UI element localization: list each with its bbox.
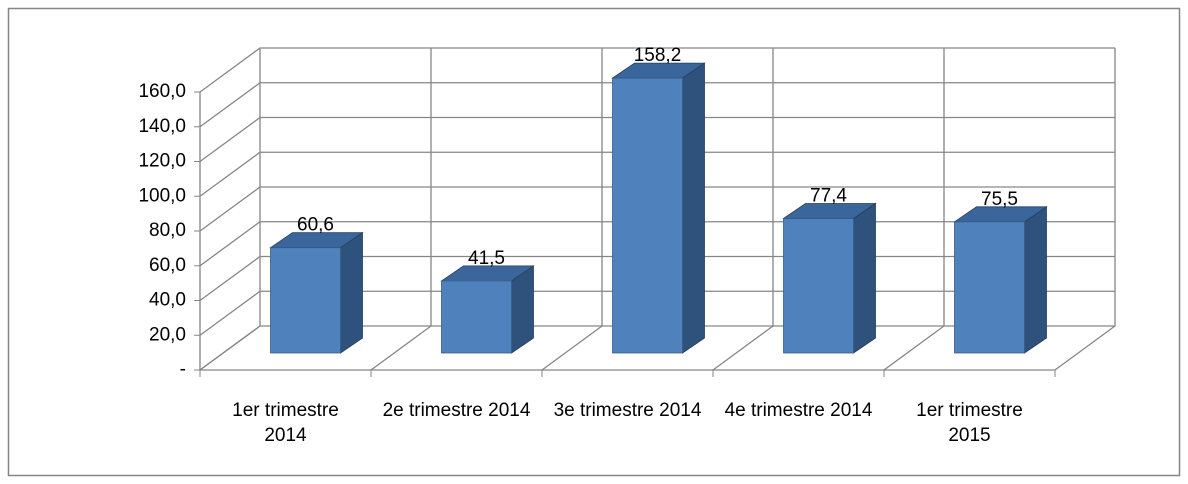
floor-line xyxy=(370,325,432,371)
x-tick-label: 2e trimestre 2014 xyxy=(382,400,531,421)
bar xyxy=(783,218,854,354)
value-label: 158,2 xyxy=(634,45,682,66)
value-label: 41,5 xyxy=(468,248,505,269)
value-label: 60,6 xyxy=(297,215,334,236)
bar-side xyxy=(853,202,876,354)
floor-line xyxy=(883,325,945,371)
bar-side xyxy=(682,62,705,354)
y-tick-label: 20,0 xyxy=(149,324,186,345)
value-label: 75,5 xyxy=(981,189,1018,210)
y-tick-label: 40,0 xyxy=(149,290,186,311)
y-tick-label: - xyxy=(180,359,186,380)
floor-line xyxy=(1054,325,1116,371)
x-tick-label: 3e trimestre 2014 xyxy=(553,400,702,421)
floor-line xyxy=(541,325,603,371)
x-tick-label: 4e trimestre 2014 xyxy=(724,400,873,421)
bar xyxy=(612,77,683,354)
y-tick-label: 80,0 xyxy=(149,220,186,241)
floor-line xyxy=(199,325,261,371)
y-tick-label: 60,0 xyxy=(149,255,186,276)
x-tick-label: 1er trimestre 2014 xyxy=(232,400,339,446)
bar xyxy=(270,247,341,354)
y-tick-label: 100,0 xyxy=(138,185,186,206)
floor-line xyxy=(712,325,774,371)
bar xyxy=(441,280,512,354)
x-tick-label: 1er trimestre 2015 xyxy=(916,400,1023,446)
value-label: 77,4 xyxy=(810,186,847,207)
bar xyxy=(954,221,1025,354)
bar-side xyxy=(340,231,363,354)
y-tick-label: 160,0 xyxy=(138,81,186,102)
y-tick-label: 120,0 xyxy=(138,151,186,172)
bar-side xyxy=(1024,206,1047,354)
y-tick-label: 140,0 xyxy=(138,116,186,137)
